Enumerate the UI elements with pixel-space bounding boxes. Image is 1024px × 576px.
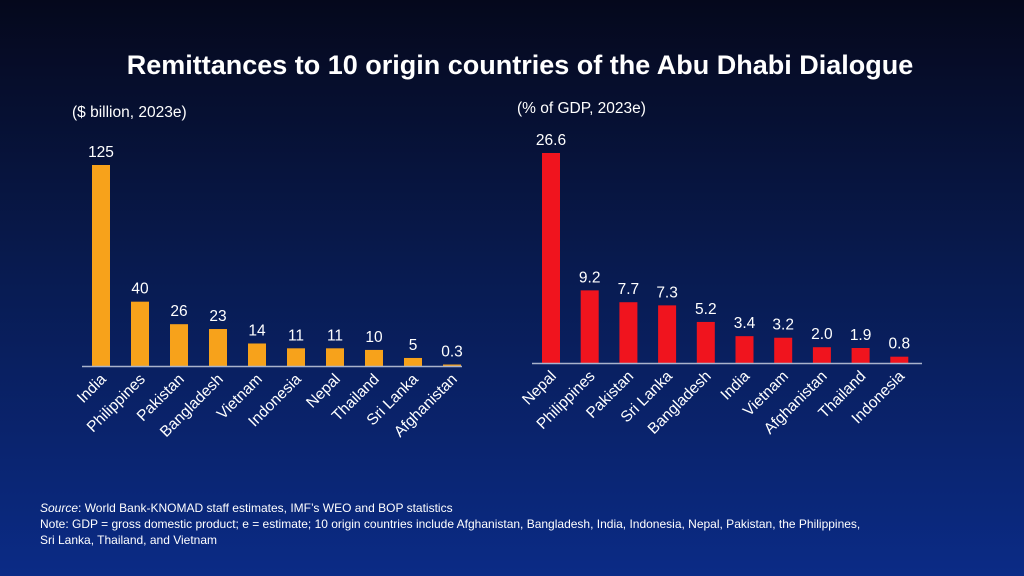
right-bar-afghanistan [812, 347, 831, 363]
source-label: Source [40, 501, 79, 515]
left-bar-thailand [365, 349, 383, 366]
left-value-label: 23 [209, 308, 226, 325]
right-bar-chart: 26.6Nepal9.2Philippines7.7Pakistan7.3Sri… [519, 132, 922, 438]
left-bar-bangladesh [209, 329, 227, 366]
right-value-label: 1.9 [850, 327, 872, 344]
left-chart-subtitle: ($ billion, 2023e) [72, 104, 187, 121]
left-bar-pakistan [170, 324, 188, 366]
source-text: : World Bank-KNOMAD staff estimates, IMF… [78, 501, 453, 515]
left-category-label: India [74, 371, 110, 407]
left-value-label: 11 [327, 327, 343, 344]
right-value-label: 5.2 [695, 301, 717, 318]
right-category-label: India [718, 368, 754, 404]
right-value-label: 7.3 [656, 284, 678, 301]
right-value-label: 7.7 [618, 281, 640, 298]
right-value-label: 2.0 [811, 326, 833, 343]
right-bar-nepal [542, 153, 560, 363]
right-chart-subtitle: (% of GDP, 2023e) [517, 100, 646, 117]
right-value-label: 9.2 [579, 269, 601, 286]
right-bar-thailand [851, 348, 870, 363]
left-value-label: 40 [131, 281, 149, 298]
left-value-label: 0.3 [441, 344, 463, 361]
left-value-label: 10 [365, 329, 383, 346]
left-value-label: 5 [409, 337, 418, 354]
left-bar-nepal [326, 348, 344, 366]
right-value-label: 3.2 [772, 317, 794, 334]
left-bar-chart: 125India40Philippines26Pakistan23Banglad… [74, 144, 463, 441]
note-line-1: Note: GDP = gross domestic product; e = … [40, 517, 861, 531]
right-value-label: 26.6 [536, 132, 566, 149]
footer-notes: Source: World Bank-KNOMAD staff estimate… [40, 500, 1000, 548]
left-bar-indonesia [287, 348, 305, 366]
right-bar-india [735, 336, 754, 363]
right-bar-indonesia [890, 356, 909, 363]
left-bar-india [92, 165, 110, 366]
right-bar-sri-lanka [658, 305, 677, 363]
left-value-label: 26 [170, 303, 187, 320]
left-value-label: 125 [88, 144, 114, 161]
right-bar-vietnam [774, 337, 793, 363]
left-value-label: 14 [248, 322, 266, 339]
left-value-label: 11 [288, 327, 304, 344]
right-value-label: 3.4 [734, 315, 756, 332]
left-bar-philippines [131, 301, 149, 366]
left-bar-afghanistan [443, 364, 461, 366]
right-bar-philippines [580, 290, 599, 363]
charts-canvas: ($ billion, 2023e) (% of GDP, 2023e) 125… [72, 100, 922, 441]
right-bar-bangladesh [696, 321, 715, 363]
right-bar-pakistan [619, 302, 638, 363]
source-line: Source: World Bank-KNOMAD staff estimate… [40, 500, 1000, 516]
right-value-label: 0.8 [889, 336, 911, 353]
note-line-2: Sri Lanka, Thailand, and Vietnam [40, 533, 218, 547]
left-bar-sri-lanka [404, 357, 422, 366]
left-bar-vietnam [248, 343, 266, 366]
chart-title: Remittances to 10 origin countries of th… [126, 50, 914, 80]
